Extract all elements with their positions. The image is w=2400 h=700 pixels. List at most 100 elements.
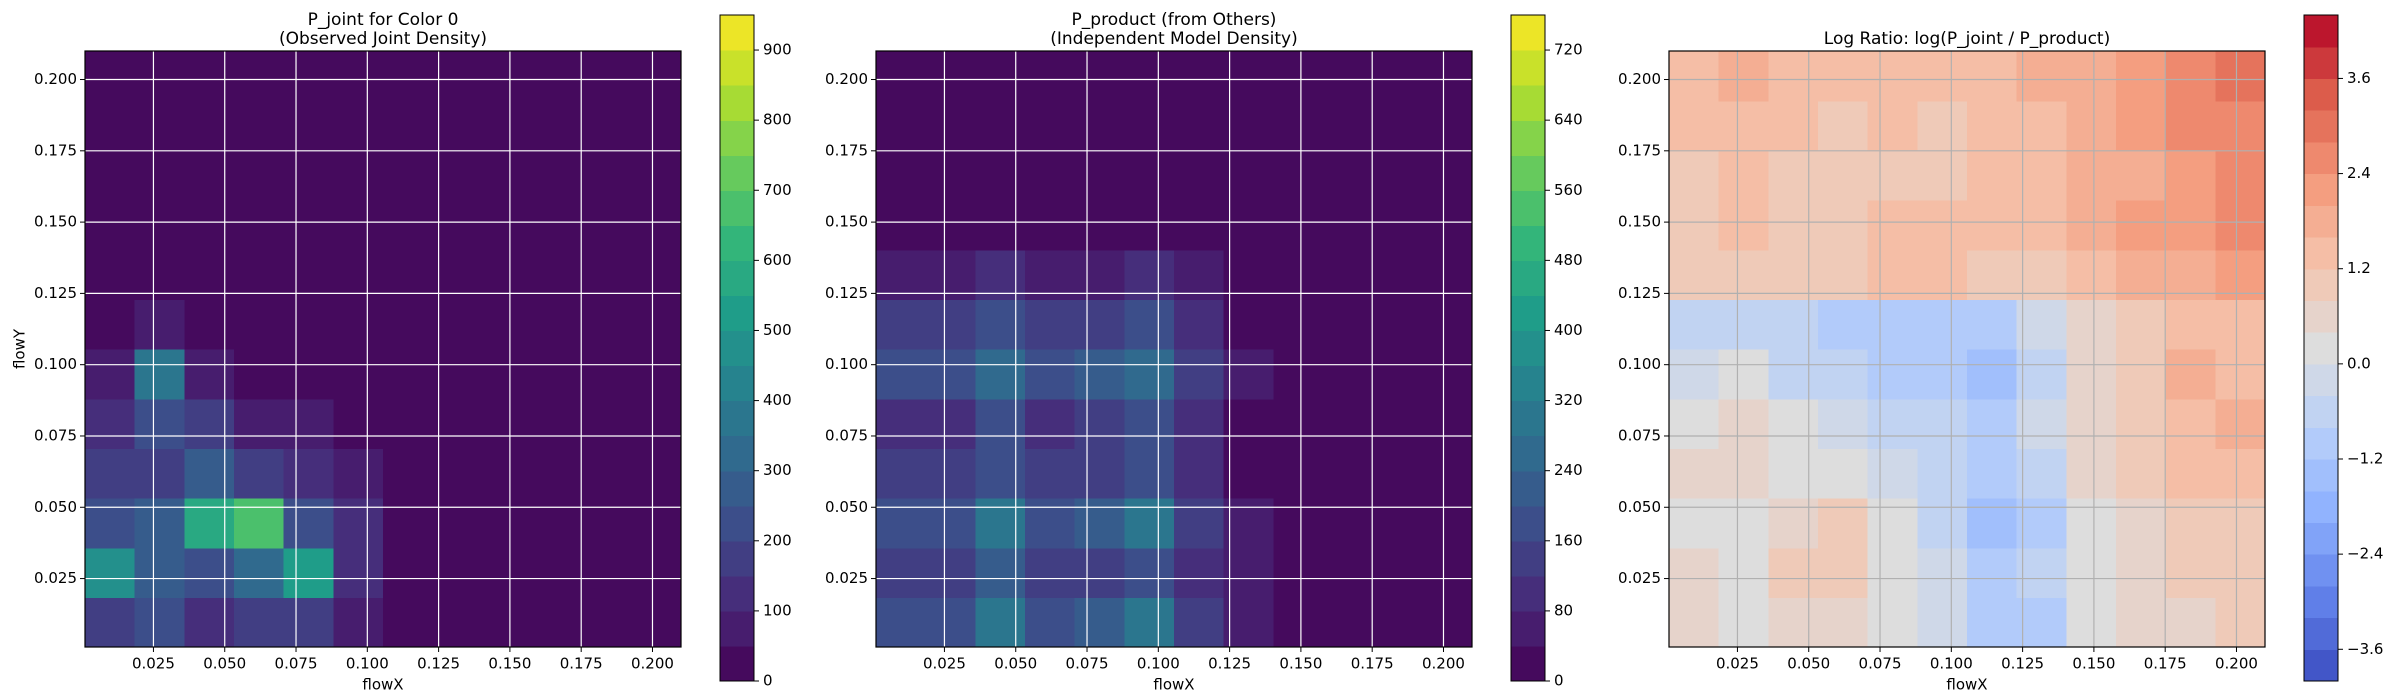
density-cell bbox=[532, 249, 583, 300]
density-cell bbox=[134, 597, 185, 648]
density-cell bbox=[2165, 349, 2216, 400]
density-cell bbox=[1124, 200, 1175, 251]
colorbar-band bbox=[1511, 120, 1545, 156]
colorbar-band bbox=[2304, 395, 2338, 428]
density-cell bbox=[1025, 100, 1076, 151]
density-cell bbox=[1967, 200, 2018, 251]
density-cell bbox=[1273, 448, 1324, 499]
colorbar-band bbox=[720, 260, 754, 297]
colorbar-band bbox=[2304, 46, 2338, 80]
density-cell bbox=[184, 249, 235, 300]
x-tick-label: 0.175 bbox=[1351, 655, 1394, 673]
y-tick-label: 0.175 bbox=[34, 141, 77, 159]
colorbar-tick-label: 700 bbox=[763, 181, 792, 199]
density-cell bbox=[2215, 498, 2266, 549]
density-cell bbox=[184, 597, 235, 648]
density-cell bbox=[1867, 299, 1918, 350]
density-cell bbox=[85, 150, 136, 201]
y-tick-label: 0.025 bbox=[1618, 569, 1661, 587]
colorbar-band bbox=[1511, 610, 1545, 647]
density-cell bbox=[1768, 299, 1819, 350]
density-cell bbox=[1917, 448, 1968, 499]
density-cell bbox=[482, 498, 533, 549]
density-cell bbox=[2215, 100, 2266, 151]
density-cell bbox=[876, 100, 927, 151]
density-cell bbox=[2165, 398, 2216, 449]
density-cell bbox=[1669, 597, 1720, 648]
colorbar-tick-label: 200 bbox=[763, 531, 792, 549]
density-cell bbox=[85, 597, 136, 648]
density-cell bbox=[631, 51, 682, 102]
density-cell bbox=[1124, 349, 1175, 400]
chart-title: P_joint for Color 0 bbox=[308, 10, 459, 30]
density-cell bbox=[925, 597, 976, 648]
colorbar-band bbox=[1511, 50, 1545, 86]
density-cell bbox=[1867, 349, 1918, 400]
density-cell bbox=[482, 200, 533, 251]
density-cell bbox=[2116, 597, 2167, 648]
density-cell bbox=[1323, 349, 1374, 400]
colorbar-band bbox=[2304, 173, 2338, 206]
density-cell bbox=[2165, 249, 2216, 300]
density-cell bbox=[1223, 498, 1274, 549]
colorbar-tick-label: 300 bbox=[763, 461, 792, 479]
colorbar-tick-label: 560 bbox=[1554, 181, 1583, 199]
axes-frame bbox=[1668, 50, 2266, 648]
density-cell bbox=[1124, 398, 1175, 449]
density-cell bbox=[2215, 200, 2266, 251]
panel: 0.025 0.050 0.075 0.100 0.125 0.150 0.175 0.200… bbox=[1618, 14, 2383, 694]
density-cell bbox=[925, 100, 976, 151]
density-cell bbox=[1174, 547, 1225, 598]
y-tick-label: 0.075 bbox=[1618, 426, 1661, 444]
colorbar-band bbox=[1511, 365, 1545, 402]
density-cell bbox=[581, 448, 632, 499]
density-cell bbox=[184, 51, 235, 102]
density-cell bbox=[2066, 498, 2117, 549]
x-tick-label: 0.025 bbox=[132, 655, 175, 673]
density-cell bbox=[631, 597, 682, 648]
density-cell bbox=[2165, 597, 2216, 648]
density-cell bbox=[283, 547, 334, 598]
density-cell bbox=[283, 349, 334, 400]
density-cell bbox=[1967, 51, 2018, 102]
density-cell bbox=[1422, 498, 1473, 549]
density-cell bbox=[1917, 249, 1968, 300]
density-cell bbox=[134, 200, 185, 251]
x-axis-label: flowX bbox=[362, 676, 403, 694]
density-cell bbox=[283, 498, 334, 549]
density-cell bbox=[2066, 51, 2117, 102]
density-cell bbox=[631, 100, 682, 151]
density-cell bbox=[2016, 349, 2067, 400]
density-cell bbox=[1422, 597, 1473, 648]
density-cell bbox=[383, 249, 434, 300]
density-cell bbox=[482, 547, 533, 598]
y-tick-label: 0.200 bbox=[1618, 70, 1661, 88]
density-cell bbox=[1372, 100, 1423, 151]
density-cell bbox=[1669, 398, 1720, 449]
density-cell bbox=[1669, 448, 1720, 499]
density-cell bbox=[482, 299, 533, 350]
density-cell bbox=[432, 51, 483, 102]
density-cell bbox=[1867, 249, 1918, 300]
density-cell bbox=[1422, 299, 1473, 350]
density-cell bbox=[234, 51, 285, 102]
y-tick-label: 0.175 bbox=[825, 141, 868, 159]
density-cell bbox=[1223, 547, 1274, 598]
density-cell bbox=[1818, 51, 1869, 102]
density-cell bbox=[975, 349, 1026, 400]
colorbar-band bbox=[720, 645, 754, 682]
density-cell bbox=[975, 51, 1026, 102]
density-cell bbox=[1917, 51, 1968, 102]
density-cell bbox=[283, 200, 334, 251]
density-cell bbox=[2066, 100, 2117, 151]
density-cell bbox=[876, 249, 927, 300]
density-cell bbox=[631, 448, 682, 499]
density-cell bbox=[2016, 150, 2067, 201]
density-cell bbox=[876, 448, 927, 499]
density-cell bbox=[1818, 597, 1869, 648]
density-cell bbox=[1174, 249, 1225, 300]
colorbar-tick-label: 240 bbox=[1554, 461, 1583, 479]
density-cell bbox=[1917, 498, 1968, 549]
colorbar-tick-label: 900 bbox=[763, 41, 792, 59]
density-cell bbox=[1273, 200, 1324, 251]
